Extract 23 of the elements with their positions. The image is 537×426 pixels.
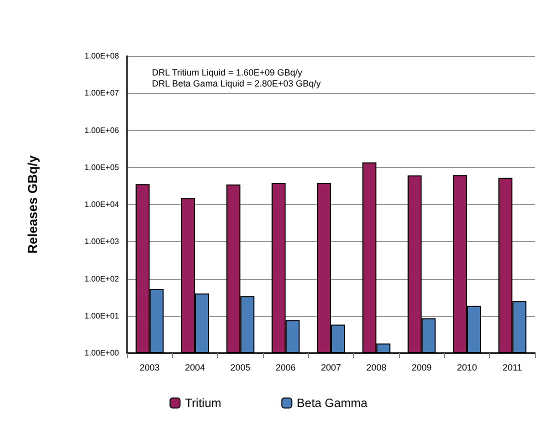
y-tick-label: 1.00E+06 [84,126,120,135]
x-tick-label: 2004 [184,362,206,372]
legend-label: Beta Gamma [296,396,368,410]
y-tick-label: 1.00E+08 [84,52,120,60]
y-axis-title: Releases GBq/y [25,154,40,254]
x-tick-label: 2007 [320,362,342,372]
y-tick-label: 1.00E+03 [84,237,120,246]
y-tick-label: 1.00E+02 [84,274,120,284]
legend-label: Tritium [185,396,222,410]
x-tick-label: 2003 [140,362,160,372]
y-tick-label: 1.00E+05 [84,162,120,172]
annotation: DRL Tritium Liquid = 1.60E+09 GBq/y [152,68,303,78]
x-tick-label: 2010 [456,362,478,372]
x-tick-label: 2011 [502,362,522,372]
y-tick-label: 1.00E+01 [84,311,120,320]
x-tick-label: 2009 [412,362,432,372]
x-tick-label: 2008 [366,362,386,372]
x-tick-label: 2006 [276,362,296,372]
y-tick-label: 1.00E+00 [84,348,120,358]
y-tick-label: 1.00E+04 [84,200,120,209]
x-tick-label: 2005 [230,362,250,372]
annotation: DRL Beta Gama Liquid = 2.80E+03 GBq/y [152,78,322,88]
y-tick-label: 1.00E+07 [84,88,120,98]
